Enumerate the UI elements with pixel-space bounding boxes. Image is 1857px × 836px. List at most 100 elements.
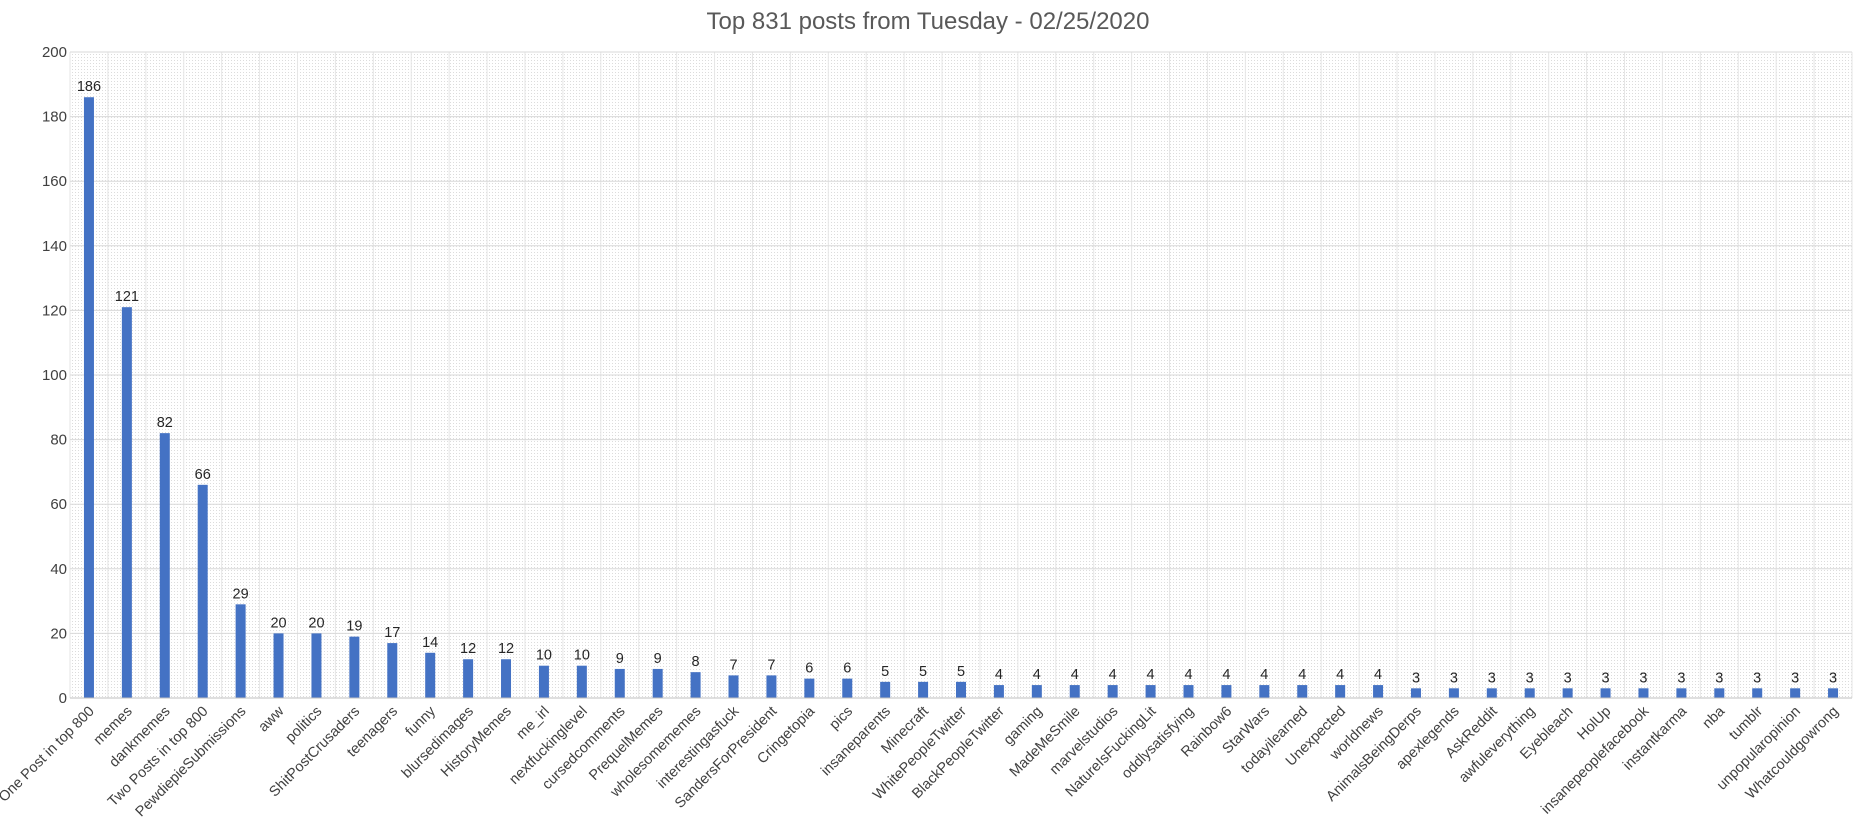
data-label: 3 — [1488, 670, 1496, 686]
y-axis-tick-labels: 0 20 40 60 80 100 120 140 160 180 200 — [42, 44, 67, 707]
bar — [1600, 688, 1611, 698]
data-label: 121 — [115, 289, 139, 305]
data-label: 3 — [1753, 670, 1761, 686]
data-label: 8 — [692, 654, 700, 670]
data-label: 3 — [1450, 670, 1458, 686]
data-label: 12 — [498, 641, 514, 657]
bar — [387, 643, 398, 698]
data-label: 3 — [1677, 670, 1685, 686]
bar — [1373, 685, 1384, 698]
data-label: 3 — [1602, 670, 1610, 686]
data-label: 4 — [1336, 667, 1344, 683]
bar — [804, 678, 815, 698]
x-tick-label: nba — [1700, 703, 1729, 732]
bar — [1145, 685, 1156, 698]
data-label: 5 — [881, 664, 889, 680]
bar — [538, 665, 549, 698]
data-label: 3 — [1412, 670, 1420, 686]
bar — [993, 685, 1004, 698]
bar — [273, 633, 284, 698]
data-label: 12 — [460, 641, 476, 657]
bar — [1524, 688, 1535, 698]
data-label: 6 — [805, 661, 813, 677]
bar — [1221, 685, 1232, 698]
data-label: 3 — [1715, 670, 1723, 686]
data-label: 7 — [767, 657, 775, 673]
bar — [197, 484, 208, 698]
data-label: 5 — [919, 664, 927, 680]
y-tick-label: 40 — [50, 561, 67, 578]
bar — [1676, 688, 1687, 698]
bar — [690, 672, 701, 698]
y-tick-label: 120 — [42, 302, 67, 319]
data-label: 3 — [1564, 670, 1572, 686]
bar — [1031, 685, 1042, 698]
data-label: 4 — [1374, 667, 1382, 683]
data-label: 3 — [1639, 670, 1647, 686]
bar-series — [83, 97, 1839, 699]
data-label: 4 — [1033, 667, 1041, 683]
x-tick-label: One Post in top 800 — [0, 704, 98, 806]
data-label: 29 — [233, 586, 249, 602]
data-label: 5 — [957, 664, 965, 680]
bar — [1828, 688, 1839, 698]
bar — [576, 665, 587, 698]
data-label: 4 — [1184, 667, 1192, 683]
y-tick-label: 80 — [50, 432, 67, 449]
data-label: 4 — [1298, 667, 1306, 683]
bar — [1638, 688, 1649, 698]
data-label: 20 — [308, 615, 324, 631]
x-tick-label: aww — [256, 703, 288, 735]
bar — [1410, 688, 1421, 698]
bar — [1752, 688, 1763, 698]
y-tick-label: 0 — [59, 690, 67, 707]
data-label: 3 — [1526, 670, 1534, 686]
bar — [766, 675, 777, 698]
data-label: 9 — [654, 651, 662, 667]
bar — [1562, 688, 1573, 698]
bar — [121, 307, 132, 698]
bar — [1714, 688, 1725, 698]
data-label: 4 — [1147, 667, 1155, 683]
y-tick-label: 100 — [42, 367, 67, 384]
horizontal-gridlines — [70, 51, 1852, 634]
bar — [652, 668, 663, 698]
bar — [311, 633, 322, 698]
bar — [1069, 685, 1080, 698]
chart-title: Top 831 posts from Tuesday - 02/25/2020 — [707, 8, 1150, 35]
data-label: 10 — [574, 648, 590, 664]
bar — [918, 681, 929, 698]
y-tick-label: 140 — [42, 238, 67, 255]
bar — [501, 659, 512, 698]
data-label: 186 — [77, 79, 101, 95]
bar — [956, 681, 966, 698]
data-label: 6 — [843, 661, 851, 677]
y-tick-label: 20 — [50, 625, 67, 642]
bar — [159, 433, 170, 698]
y-tick-label: 180 — [42, 109, 67, 126]
data-label: 4 — [1260, 667, 1268, 683]
data-label: 4 — [995, 667, 1003, 683]
bar — [1486, 688, 1497, 698]
bar — [463, 659, 474, 698]
bar — [425, 652, 436, 698]
x-tick-label: pics — [827, 704, 857, 734]
data-label: 20 — [270, 615, 286, 631]
data-label: 3 — [1791, 670, 1799, 686]
bar — [1183, 685, 1194, 698]
bar — [1335, 685, 1346, 698]
data-label: 7 — [729, 657, 737, 673]
bar — [235, 604, 246, 698]
data-label: 17 — [384, 625, 400, 641]
data-label: 66 — [195, 467, 211, 483]
data-label: 4 — [1109, 667, 1117, 683]
bar — [1448, 688, 1459, 698]
y-tick-label: 200 — [42, 44, 67, 61]
bar — [842, 678, 853, 698]
bar — [728, 675, 739, 698]
data-label: 19 — [346, 619, 362, 635]
data-label: 82 — [157, 415, 173, 431]
